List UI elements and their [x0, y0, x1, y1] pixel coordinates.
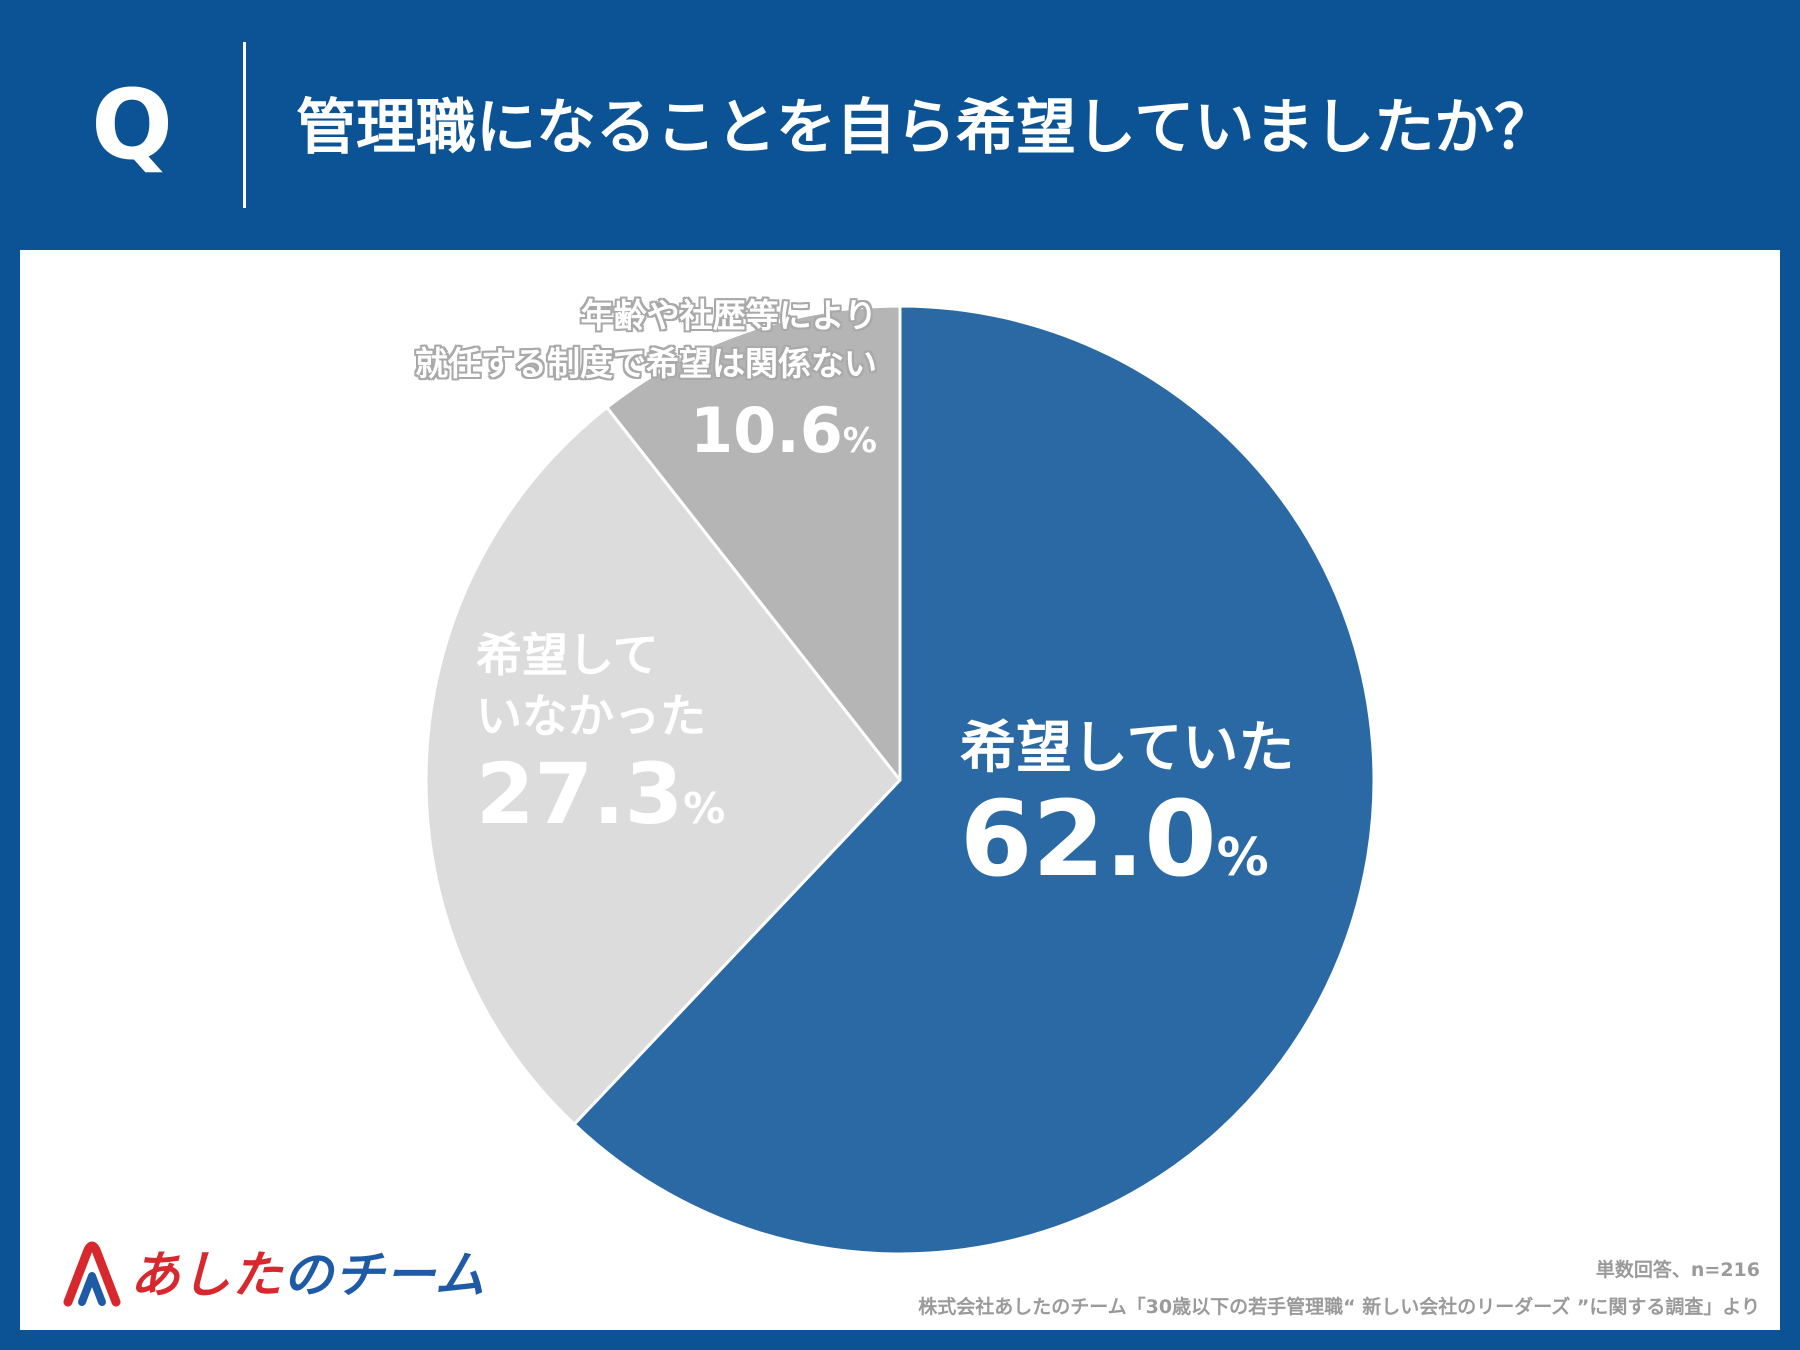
- company-logo: あしたのチーム: [60, 1240, 485, 1310]
- slice-name-hoped: 希望していた: [960, 716, 1295, 781]
- logo-text-part2: のチーム: [283, 1246, 486, 1304]
- slice-name-system-line1: 年齢や社歴等により: [580, 296, 877, 335]
- pie-slice-system: [605, 304, 902, 782]
- pie-slice-not-hoped: [424, 405, 902, 1126]
- slice-label-hoped: 希望していた 62.0%: [960, 715, 1294, 897]
- question-title: 管理職になることを自ら希望していましたか？: [296, 93, 1555, 163]
- slice-unit-system: %: [842, 420, 877, 461]
- slice-value-hoped: 62.0: [960, 778, 1217, 901]
- logo-mark-icon: [63, 1241, 121, 1307]
- source-note: 株式会社あしたのチーム「30歳以下の若手管理職“ 新しい会社のリーダーズ ”に関…: [918, 1296, 1760, 1318]
- logo-text-part1: あした: [130, 1246, 283, 1304]
- slice-unit-hoped: %: [1216, 828, 1269, 889]
- q-mark: Q: [91, 69, 173, 181]
- pie-slice-hoped: [572, 304, 1376, 1256]
- chart-panel: 希望していた 62.0% 希望して いなかった 27.3% 年齢や社歴等により …: [20, 250, 1780, 1330]
- slice-name-not-hoped-line2: いなかった: [476, 688, 706, 743]
- slice-value-not-hoped: 27.3: [476, 745, 684, 844]
- slice-value-system: 10.6: [689, 393, 843, 467]
- slice-name-system-line2: 就任する制度で希望は関係ない: [415, 343, 877, 383]
- slice-label-system: 年齢や社歴等により 就任する制度で希望は関係ない 10.6%: [415, 292, 877, 469]
- pie-chart: [424, 304, 1376, 1256]
- slice-unit-not-hoped: %: [683, 784, 726, 834]
- header-bar: Q 管理職になることを自ら希望していましたか？: [0, 0, 1800, 250]
- slice-name-not-hoped-line1: 希望して: [476, 628, 659, 682]
- slice-label-not-hoped: 希望して いなかった 27.3%: [476, 625, 776, 843]
- sample-note: 単数回答、n=216: [1595, 1259, 1760, 1281]
- header-divider: [243, 42, 246, 208]
